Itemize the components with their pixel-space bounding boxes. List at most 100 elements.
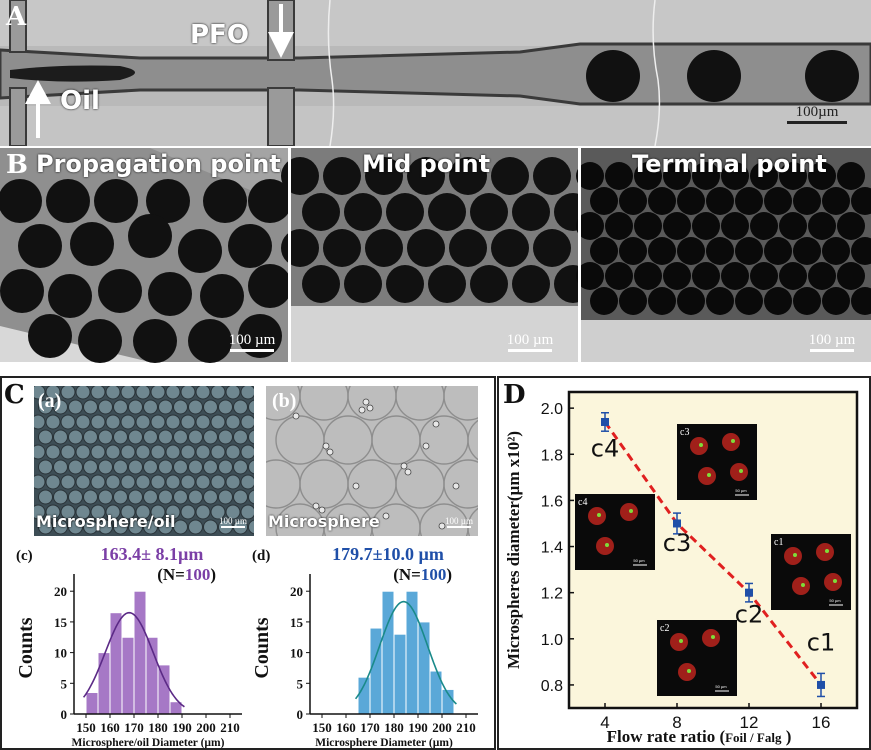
img-a-scale-bar — [221, 526, 245, 528]
oil-droplet — [173, 459, 188, 475]
cell — [452, 482, 460, 490]
oil-droplet — [68, 489, 83, 505]
x-tick-label: 190 — [408, 720, 428, 735]
oil-droplet — [120, 444, 136, 460]
droplet — [837, 262, 865, 290]
droplet — [706, 187, 734, 215]
droplet — [323, 229, 361, 267]
inset-cell-core — [801, 583, 805, 587]
droplet — [619, 187, 647, 215]
oil-droplet — [45, 474, 61, 490]
droplet — [407, 229, 445, 267]
oil-droplet — [83, 399, 98, 415]
oil-droplet — [218, 459, 233, 475]
inset-cell — [670, 633, 688, 651]
img-b-label: Microsphere — [268, 512, 380, 531]
inset-cell-core — [707, 473, 711, 477]
droplet — [302, 265, 340, 303]
oil-droplet — [45, 414, 61, 430]
inset-cell-core — [605, 543, 609, 547]
oil-droplet — [68, 399, 83, 415]
y-tick-label: 0 — [61, 707, 68, 722]
droplet — [779, 162, 807, 190]
oil-droplet — [68, 429, 83, 445]
y-axis-label: Counts — [251, 617, 273, 678]
oil-droplet — [210, 474, 226, 490]
oil-droplet — [165, 444, 181, 460]
droplet — [634, 212, 662, 240]
inset-label: c1 — [774, 537, 783, 548]
oil-droplet — [240, 474, 254, 490]
inset-cell — [596, 537, 614, 555]
oil-droplet — [225, 474, 241, 490]
oil-droplet — [143, 399, 158, 415]
droplet — [648, 237, 676, 265]
oil-droplet — [135, 444, 151, 460]
droplet — [735, 287, 763, 315]
oil-droplet — [75, 504, 91, 520]
n-prefix: (N= — [157, 565, 185, 584]
inset-cell — [698, 467, 716, 485]
droplet — [281, 157, 319, 195]
histogram-bar — [393, 633, 407, 715]
oil-droplet — [105, 504, 121, 520]
droplet — [677, 237, 705, 265]
droplet — [248, 264, 292, 308]
y-tick-label: 20 — [54, 584, 67, 599]
droplet — [344, 193, 382, 231]
bead-outline — [467, 419, 478, 461]
cell — [318, 506, 326, 514]
panel-b: B Propagation point Mid point Terminal p… — [0, 146, 871, 364]
oil-droplet — [173, 399, 188, 415]
view3-scalebar: 100 µm — [800, 332, 864, 352]
view2-scale-bar — [508, 349, 552, 352]
droplet — [590, 187, 618, 215]
droplet — [178, 229, 222, 273]
oil-droplet — [180, 474, 196, 490]
droplet — [512, 193, 550, 231]
droplet — [238, 314, 282, 358]
histogram-bar — [381, 590, 395, 715]
inset-image-c4: c4 50 µm — [575, 494, 655, 570]
histogram-bar — [157, 664, 171, 715]
droplet — [470, 265, 508, 303]
y-tick-label: 15 — [54, 615, 68, 630]
cell — [432, 420, 440, 428]
inset-cell — [824, 573, 842, 591]
inset-image-c2: c2 50 µm — [657, 620, 737, 696]
oil-droplet — [34, 386, 46, 400]
droplet — [605, 162, 633, 190]
x-axis-label-main: Flow rate ratio ( — [607, 727, 726, 746]
droplet — [449, 229, 487, 267]
droplet — [779, 212, 807, 240]
oil-droplet — [233, 489, 248, 505]
histogram-microsphere: (d) 179.7±10.0 µm(N=100)150 160 170 180 190 20… — [251, 544, 478, 748]
view-title-propagation: Propagation point — [36, 150, 281, 178]
oil-droplet — [128, 459, 143, 475]
diameter-vs-flow-chart: c4 c3 c2 c1 c4 50 µm c3 50 µm c2 50 µm c1 50 µm 4 8 12… — [504, 390, 859, 746]
droplet — [692, 162, 720, 190]
panel-c-letter: C — [4, 380, 25, 410]
droplet — [133, 319, 177, 363]
oil-droplet — [53, 429, 68, 445]
img-b-scale-bar — [447, 526, 471, 528]
inset-cell-core — [731, 439, 735, 443]
droplet — [70, 222, 114, 266]
y-tick-label: 10 — [290, 646, 303, 661]
panel-a-scale-text: 100µm — [795, 104, 839, 120]
droplet — [28, 314, 72, 358]
droplet — [822, 187, 850, 215]
view-title-mid: Mid point — [362, 150, 491, 178]
oil-droplet — [173, 489, 188, 505]
view-title-terminal: Terminal point — [632, 150, 827, 178]
droplet — [428, 193, 466, 231]
oil-droplet — [68, 459, 83, 475]
droplet — [721, 212, 749, 240]
x-tick-label: 16 — [812, 713, 831, 732]
oil-droplet — [45, 504, 61, 520]
oil-droplet — [188, 399, 203, 415]
x-tick-label: 170 — [360, 720, 380, 735]
oil-droplet — [218, 489, 233, 505]
droplet — [851, 287, 871, 315]
oil-droplet — [98, 519, 113, 535]
